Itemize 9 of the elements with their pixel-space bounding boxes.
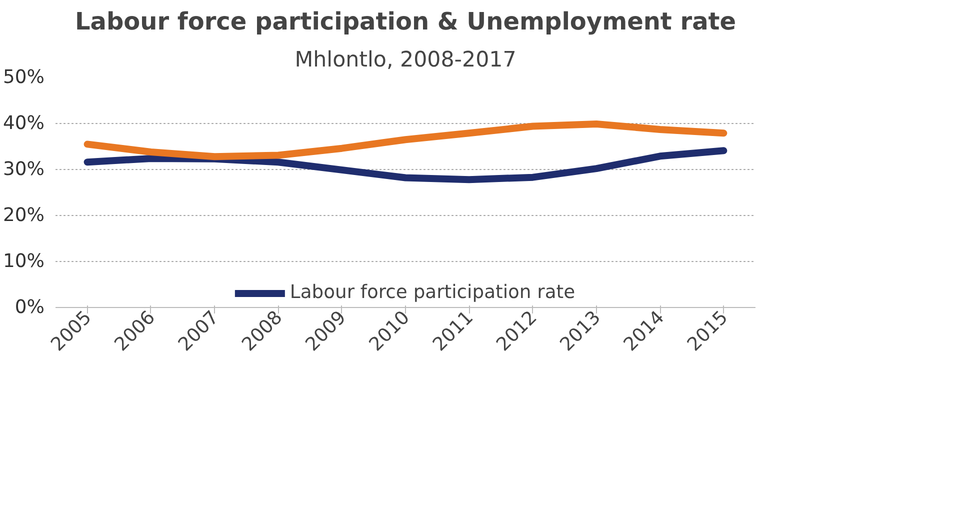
y-tick-label: 50% <box>3 67 44 88</box>
y-tick-label: 0% <box>14 297 45 318</box>
chart-title: Labour force participation & Unemployment rate <box>74 8 736 36</box>
chart-subtitle: Mhlontlo, 2008-2017 <box>294 48 516 72</box>
y-tick-label: 30% <box>3 159 44 180</box>
y-tick-label: 40% <box>3 113 44 134</box>
legend-label: Labour force participation rate <box>290 282 576 303</box>
y-tick-label: 10% <box>3 251 44 272</box>
y-tick-label: 20% <box>3 205 44 226</box>
